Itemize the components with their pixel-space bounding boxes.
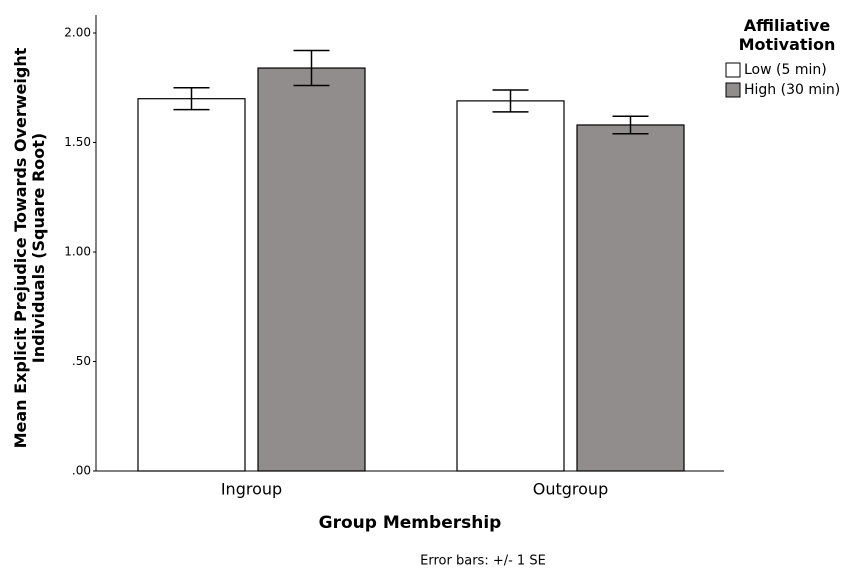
bar <box>456 100 565 472</box>
y-tick-label: .00 <box>72 464 91 478</box>
bar <box>137 98 246 472</box>
bar <box>576 124 685 472</box>
error-bar <box>293 49 330 87</box>
x-axis-title: Group Membership <box>319 513 502 533</box>
note: Error bars: +/- 1 SE <box>420 554 546 569</box>
legend-title: Affiliative Motivation <box>738 16 836 54</box>
error-bar <box>612 115 649 135</box>
y-tick-label: .50 <box>72 354 91 368</box>
x-tick-label: Ingroup <box>221 480 282 499</box>
y-tick-label: 1.00 <box>64 245 91 259</box>
legend-label: High (30 min) <box>744 82 840 98</box>
y-tick-label: 2.00 <box>64 26 91 40</box>
legend-swatch <box>725 82 741 98</box>
y-tick-label: 1.50 <box>64 135 91 149</box>
x-tick-label: Outgroup <box>533 480 608 499</box>
bar <box>257 67 366 472</box>
legend-swatch <box>725 62 741 78</box>
error-bar <box>492 89 529 113</box>
error-bar <box>173 87 210 111</box>
y-axis-title: Mean Explicit Prejudice Towards Overweig… <box>11 47 48 449</box>
legend-label: Low (5 min) <box>744 62 827 78</box>
